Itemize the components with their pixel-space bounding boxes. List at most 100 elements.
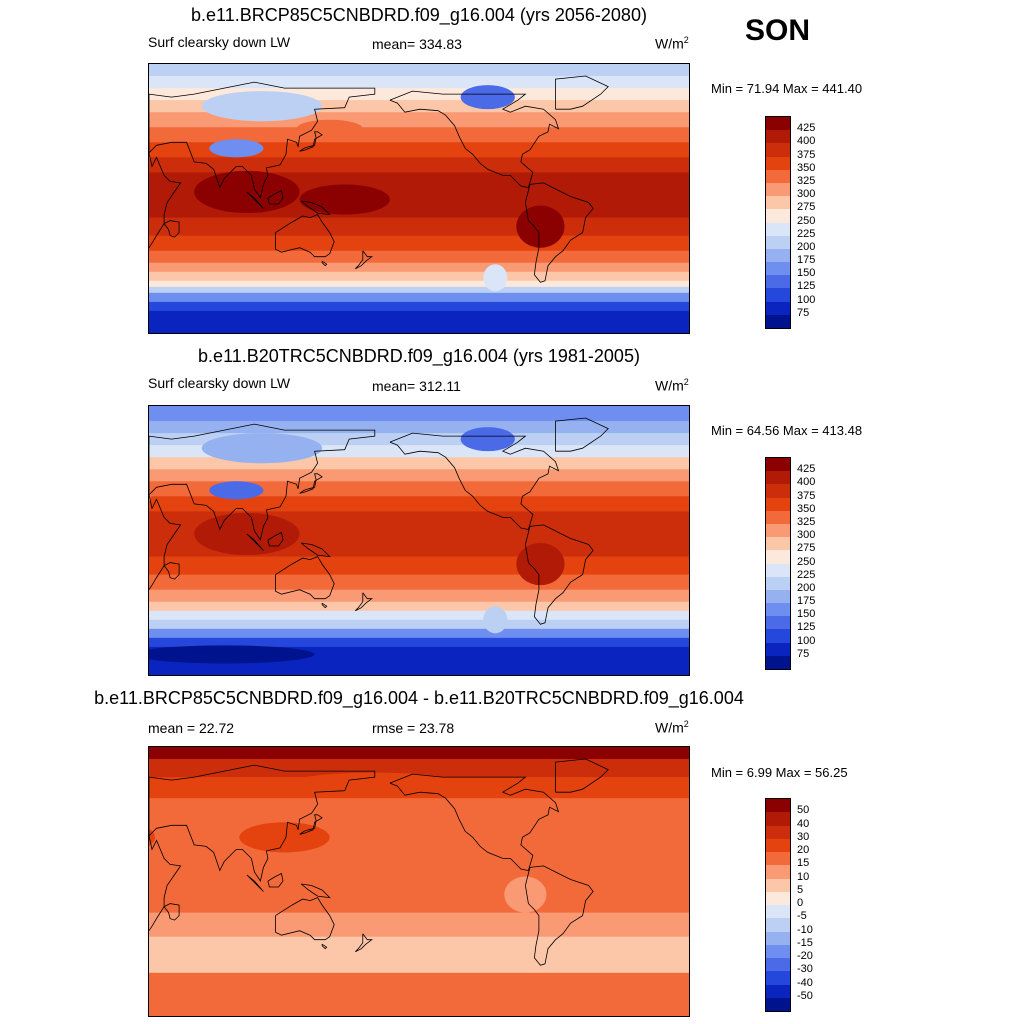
contour-band [149,610,689,621]
colorbar-tick-label: 0 [797,897,804,909]
coastline [555,417,609,452]
colorbar-tick-label: 375 [797,148,816,161]
coastline [275,214,335,258]
contour-band [149,556,689,576]
coastline [275,897,335,941]
contour-band [149,127,689,143]
colorbar-tick-label: -30 [797,963,813,976]
contour-region [516,542,565,586]
coastline [267,872,284,888]
coastline [246,191,264,209]
colorbar-swatch [766,825,790,839]
colorbar-swatch [766,275,790,289]
colorbar-swatch [766,156,790,170]
coastline [300,883,331,899]
contour-band [149,747,689,760]
colorbar-swatch [766,629,790,643]
contour-band [149,837,689,914]
coastline [525,524,594,625]
colorbar-swatch [766,918,790,932]
colorbar-swatch [766,958,790,972]
contour-band [149,798,689,838]
panel-title: b.e11.BRCP85C5CNBDRD.f09_g16.004 (yrs 20… [191,5,647,25]
contour-band [149,601,689,612]
coastline [246,874,264,892]
contour-band [149,637,689,648]
coastline [267,531,284,547]
colorbar-tick-label: -10 [797,923,813,936]
contour-region [209,139,264,158]
coastline [321,260,328,267]
colorbar-swatch [766,550,790,564]
coastline [321,602,328,609]
colorbar-swatch [766,971,790,985]
coastline [149,152,182,248]
colorbar-tick-label: -50 [797,989,813,1002]
colorbar-swatch [766,209,790,223]
colorbar-tick-label: -40 [797,976,813,989]
colorbar-swatch [766,878,790,892]
colorbar-tick-label: 50 [797,804,810,817]
coastline [149,81,376,200]
colorbar-swatch [766,248,790,263]
rmse-label: rmse = 23.78 [372,720,455,736]
colorbar-swatch [766,799,790,813]
contour-band [149,235,689,252]
colorbar-tick-label: 325 [797,515,816,528]
coastline [300,542,331,558]
colorbar-swatch [766,117,790,131]
colorbar-swatch [766,235,790,249]
colorbar-tick-label: 425 [797,122,816,135]
minmax-label: Min = 6.99 Max = 56.25 [711,765,848,780]
colorbar-tick-label: 75 [797,306,810,319]
colorbar-swatch [766,458,790,472]
colorbar-swatch [766,537,790,551]
contour-band [149,406,689,422]
colorbar-swatch [766,589,790,604]
colorbar-tick-label: 75 [797,647,810,660]
coastline [355,250,373,270]
colorbar-swatch [766,616,790,630]
colorbar-swatch [766,984,790,998]
contour-band [149,262,689,273]
coastline [267,189,284,205]
colorbar-tick-label: 400 [797,476,816,489]
map-historical [148,405,690,676]
contour-region [460,427,515,452]
colorbar-tick-label: 225 [797,568,816,581]
colorbar-tick-label: 400 [797,135,816,148]
colorbar-tick-label: 275 [797,201,816,214]
panel-title: b.e11.BRCP85C5CNBDRD.f09_g16.004 - b.e11… [94,688,744,708]
coastline [246,533,264,551]
contour-band [149,76,689,89]
contour-band [149,310,689,333]
colorbar-tick-label: 125 [797,621,816,634]
colorbar-swatch [766,931,790,945]
colorbar-tick-label: 125 [797,280,816,293]
contour-region [504,876,547,913]
map-difference [148,746,690,1017]
colorbar-tick-label: 5 [797,883,804,896]
coastline [555,758,609,793]
colorbar-tick-label: 325 [797,174,816,187]
colorbar-tick-label: 375 [797,489,816,502]
contour-band [149,157,689,173]
contour-region [296,119,363,138]
contour-region [483,264,508,292]
coastline [163,562,180,580]
map-field [149,747,689,1016]
contour-band [149,280,689,288]
colorbar-tick-label: 350 [797,502,816,515]
contour-band [149,589,689,603]
contour-band [149,469,689,482]
mean-label: mean = 22.72 [148,720,235,736]
colorbar-swatch [766,130,790,144]
contour-band [149,250,689,264]
colorbar-swatch [766,143,790,157]
contour-band [149,481,689,497]
colorbar-tick-label: 425 [797,463,816,476]
season-label: SON [745,14,811,47]
colorbar-tick-label: 15 [797,857,810,870]
coastline [163,220,180,238]
coastline [389,432,560,530]
